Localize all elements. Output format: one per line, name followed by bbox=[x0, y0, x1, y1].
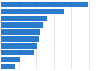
Bar bbox=[1, 9, 64, 14]
Bar bbox=[1, 57, 20, 62]
Bar bbox=[1, 50, 34, 55]
Bar bbox=[1, 36, 39, 42]
Bar bbox=[1, 16, 46, 21]
Bar bbox=[1, 29, 40, 35]
Bar bbox=[1, 2, 88, 7]
Bar bbox=[1, 64, 15, 69]
Bar bbox=[1, 23, 43, 28]
Bar bbox=[1, 43, 37, 48]
